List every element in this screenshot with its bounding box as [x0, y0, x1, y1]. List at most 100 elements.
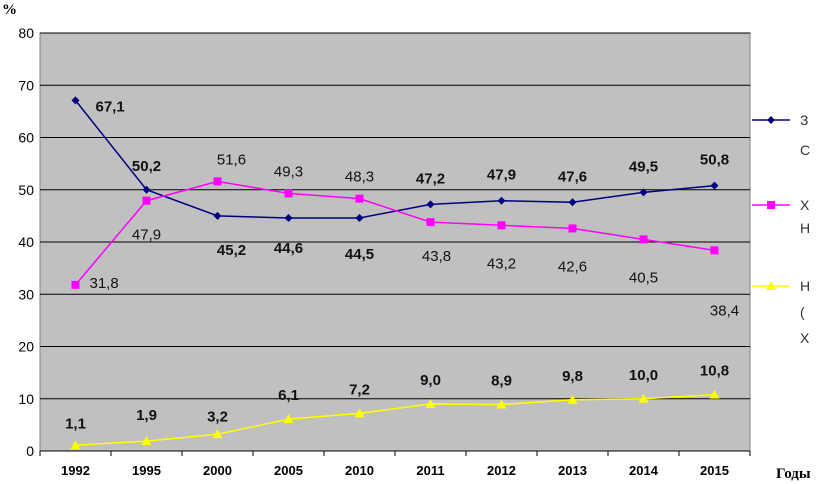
data-label: 6,1 [278, 387, 299, 404]
series-3-point [709, 389, 720, 399]
series-1-point [71, 96, 80, 105]
series-1-point [568, 198, 577, 207]
data-label: 10,0 [629, 367, 658, 384]
legend-text: Н [800, 220, 810, 236]
series-3 [70, 389, 720, 450]
series-2-point [568, 224, 577, 233]
data-label: 50,8 [700, 152, 729, 169]
y-axis-title: % [2, 2, 17, 18]
data-label: 67,1 [96, 98, 125, 115]
data-label: 50,2 [132, 158, 161, 175]
legend-text: Н [800, 278, 810, 294]
x-tick-label: 2012 [487, 463, 516, 478]
data-label: 1,1 [65, 415, 86, 432]
data-label: 43,2 [487, 255, 516, 272]
x-tick-label: 2013 [558, 463, 587, 478]
series-3-point [638, 393, 649, 403]
data-label: 40,5 [629, 269, 658, 286]
series-2-point [71, 280, 80, 289]
series-2-point [355, 194, 364, 203]
x-axis-title: Годы [776, 466, 811, 482]
x-tick-label: 1995 [132, 463, 161, 478]
data-label: 9,0 [420, 372, 441, 389]
data-label: 47,6 [558, 168, 587, 185]
x-tick-label: 2015 [700, 463, 729, 478]
legend-text: З [800, 112, 808, 128]
data-label: 1,9 [136, 407, 157, 424]
x-tick-label: 2010 [345, 463, 374, 478]
legend-entry: ХН [752, 197, 810, 236]
series-2-point [710, 246, 719, 255]
series-2-point [497, 221, 506, 230]
y-tick-label: 30 [18, 286, 34, 302]
series-1-point [497, 196, 506, 205]
legend-text: Х [800, 197, 810, 213]
data-label: 47,2 [416, 170, 445, 187]
legend-text: Х [800, 330, 810, 346]
data-label: 38,4 [710, 302, 739, 319]
series-1-point [355, 213, 364, 222]
legend-marker [766, 281, 776, 290]
legend-entry: Н ( Х [752, 278, 810, 346]
data-label: 3,2 [207, 408, 228, 425]
series-1-point [426, 200, 435, 209]
y-tick-label: 80 [18, 25, 34, 41]
x-tick-label: 2014 [629, 463, 659, 478]
x-tick-label: 2005 [274, 463, 303, 478]
data-label: 43,8 [422, 248, 451, 265]
series-3-point [496, 399, 507, 409]
data-label: 10,8 [700, 363, 729, 380]
series-3-point [212, 429, 223, 439]
data-label: 8,9 [491, 372, 512, 389]
data-label: 47,9 [132, 227, 161, 244]
data-label: 7,2 [349, 381, 370, 398]
y-tick-label: 10 [18, 391, 34, 407]
series-1-point [213, 211, 222, 220]
series-2-point [142, 196, 151, 205]
y-tick-label: 0 [26, 443, 34, 459]
data-label: 31,8 [90, 275, 119, 292]
series-3-point [567, 394, 578, 404]
series-3-point [354, 408, 365, 418]
y-tick-label: 50 [18, 182, 34, 198]
y-tick-label: 60 [18, 130, 34, 146]
data-label: 49,5 [629, 158, 658, 175]
data-label: 45,2 [217, 242, 246, 259]
series-group [70, 96, 720, 450]
x-tick-label: 1992 [61, 463, 90, 478]
data-label: 44,6 [274, 240, 303, 257]
legend-text: ( [800, 304, 805, 320]
series-3-point [70, 440, 81, 450]
series-2-line [74, 180, 715, 286]
x-axis-ticks: 1992 1995 2000 2005 2010 2011 2012 2013 2014 2015 [39, 450, 751, 478]
data-label: 48,3 [345, 169, 374, 186]
series-2 [71, 177, 719, 289]
data-label: 44,5 [345, 246, 374, 263]
series-1-point [710, 181, 719, 190]
data-labels-group: 67,1 50,2 45,2 44,6 44,5 47,2 47,9 47,6 49,5 50,8… [65, 98, 739, 432]
data-label: 47,9 [487, 167, 516, 184]
legend-entry: ЗС [752, 112, 810, 158]
y-tick-label: 40 [18, 234, 34, 250]
y-tick-label: 20 [18, 339, 34, 355]
series-2-point [639, 235, 648, 244]
y-axis-ticks: 0 10 20 30 40 50 60 70 80 [18, 25, 34, 459]
legend-marker [767, 201, 775, 209]
data-label: 49,3 [274, 163, 303, 180]
series-3-line [75, 393, 715, 447]
series-1-point [639, 188, 648, 197]
series-3-point [283, 414, 294, 424]
series-2-point [284, 189, 293, 198]
series-2-point [213, 177, 222, 186]
x-tick-label: 2000 [203, 463, 232, 478]
legend-marker [767, 116, 775, 124]
series-3-point [141, 436, 152, 446]
x-tick-label: 2011 [416, 463, 444, 478]
series-2-point [426, 218, 435, 227]
series-3-point [425, 398, 436, 408]
data-label: 9,8 [562, 368, 583, 385]
data-label: 42,6 [558, 258, 587, 275]
legend-text: С [800, 142, 810, 158]
